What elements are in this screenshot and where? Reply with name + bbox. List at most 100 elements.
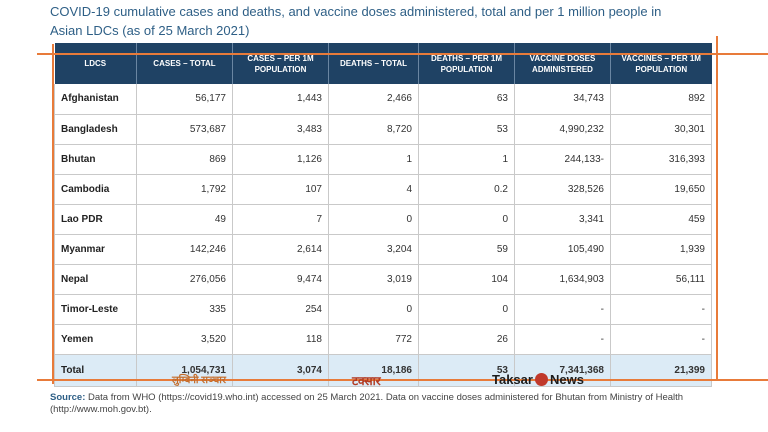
header-ldcs: LDCS <box>54 43 137 84</box>
table-row: Yemen 3,520 118 772 26 - - <box>54 324 712 355</box>
globe-icon <box>534 373 548 386</box>
cell-value: 3,341 <box>514 204 611 235</box>
watermark-news-text: News <box>549 372 584 387</box>
cell-value: - <box>610 294 712 325</box>
cell-value: 53 <box>418 114 515 145</box>
cell-value: - <box>514 324 611 355</box>
header-deaths-per-1m: DEATHS – PER 1M POPULATION <box>418 43 515 84</box>
cell-value: 26 <box>418 324 515 355</box>
watermark-taksar-text: Taksar <box>492 372 533 387</box>
cell-total-label: Total <box>54 354 137 387</box>
watermark-taksar-devanagari: टक्सार <box>352 374 381 388</box>
cell-value: 56,177 <box>136 84 233 115</box>
cell-value: 0 <box>418 204 515 235</box>
cell-value: 1,443 <box>232 84 329 115</box>
cell-value: 459 <box>610 204 712 235</box>
cell-value: 328,526 <box>514 174 611 205</box>
cell-value: 276,056 <box>136 264 233 295</box>
cell-value: 1,939 <box>610 234 712 265</box>
cell-country: Timor-Leste <box>54 294 137 325</box>
title-line-1: COVID-19 cumulative cases and deaths, an… <box>50 4 662 19</box>
cell-country: Myanmar <box>54 234 137 265</box>
cell-value: 244,133- <box>514 144 611 175</box>
cell-value: 7 <box>232 204 329 235</box>
header-cases-total: CASES – TOTAL <box>136 43 233 84</box>
overlay-line-top <box>37 53 768 55</box>
watermark-taksar-news: Taksar News <box>492 372 584 387</box>
cell-value: 3,483 <box>232 114 329 145</box>
cell-value: 0.2 <box>418 174 515 205</box>
source-label: Source: <box>50 392 86 403</box>
cell-value: 4 <box>328 174 419 205</box>
header-deaths-total: DEATHS – TOTAL <box>328 43 419 84</box>
cell-value: 0 <box>418 294 515 325</box>
cell-value: 2,614 <box>232 234 329 265</box>
cell-value: 3,204 <box>328 234 419 265</box>
cell-value: - <box>514 294 611 325</box>
cell-value: 4,990,232 <box>514 114 611 145</box>
table-row: Nepal 276,056 9,474 3,019 104 1,634,903 … <box>54 264 712 295</box>
cell-value: 335 <box>136 294 233 325</box>
cell-value: 3,019 <box>328 264 419 295</box>
cell-value: 63 <box>418 84 515 115</box>
cell-value: 118 <box>232 324 329 355</box>
watermark-lumbini: लुम्बिनी सञ्चार <box>172 375 226 386</box>
cell-value: - <box>610 324 712 355</box>
cell-value: 316,393 <box>610 144 712 175</box>
cell-value: 105,490 <box>514 234 611 265</box>
figure-title: COVID-19 cumulative cases and deaths, an… <box>50 2 710 40</box>
source-text: Data from WHO (https://covid19.who.int) … <box>50 392 684 415</box>
cell-value: 9,474 <box>232 264 329 295</box>
table-row: Bhutan 869 1,126 1 1 244,133- 316,393 <box>54 144 712 175</box>
cell-value: 8,720 <box>328 114 419 145</box>
cell-value: 30,301 <box>610 114 712 145</box>
cell-country: Bhutan <box>54 144 137 175</box>
cell-value: 59 <box>418 234 515 265</box>
cell-country: Afghanistan <box>54 84 137 115</box>
cell-value: 56,111 <box>610 264 712 295</box>
cell-value: 573,687 <box>136 114 233 145</box>
overlay-line-right <box>716 36 718 381</box>
cell-value: 869 <box>136 144 233 175</box>
cell-value: 142,246 <box>136 234 233 265</box>
cell-country: Nepal <box>54 264 137 295</box>
header-row: LDCS CASES – TOTAL CASES – PER 1M POPULA… <box>54 43 712 84</box>
cell-value: 772 <box>328 324 419 355</box>
table-row: Bangladesh 573,687 3,483 8,720 53 4,990,… <box>54 114 712 145</box>
cell-value: 34,743 <box>514 84 611 115</box>
cell-total-value: 1,054,731 <box>136 354 233 387</box>
cell-value: 19,650 <box>610 174 712 205</box>
cell-value: 3,520 <box>136 324 233 355</box>
cell-value: 1,792 <box>136 174 233 205</box>
covid-table: LDCS CASES – TOTAL CASES – PER 1M POPULA… <box>54 43 712 387</box>
cell-value: 1,634,903 <box>514 264 611 295</box>
cell-value: 1 <box>328 144 419 175</box>
header-cases-per-1m: CASES – PER 1M POPULATION <box>232 43 329 84</box>
cell-value: 0 <box>328 294 419 325</box>
cell-value: 2,466 <box>328 84 419 115</box>
cell-total-value: 21,399 <box>610 354 712 387</box>
cell-value: 1,126 <box>232 144 329 175</box>
total-row: Total 1,054,731 3,074 18,186 53 7,341,36… <box>54 354 712 387</box>
cell-total-value: 3,074 <box>232 354 329 387</box>
cell-value: 254 <box>232 294 329 325</box>
source-note: Source: Data from WHO (https://covid19.w… <box>50 392 720 416</box>
cell-country: Lao PDR <box>54 204 137 235</box>
table-row: Afghanistan 56,177 1,443 2,466 63 34,743… <box>54 84 712 115</box>
cell-value: 892 <box>610 84 712 115</box>
cell-value: 104 <box>418 264 515 295</box>
overlay-line-left <box>52 44 54 384</box>
header-vaccine-doses: VACCINE DOSES ADMINISTERED <box>514 43 611 84</box>
table-row: Myanmar 142,246 2,614 3,204 59 105,490 1… <box>54 234 712 265</box>
cell-value: 0 <box>328 204 419 235</box>
table-row: Timor-Leste 335 254 0 0 - - <box>54 294 712 325</box>
cell-country: Yemen <box>54 324 137 355</box>
cell-value: 107 <box>232 174 329 205</box>
cell-country: Bangladesh <box>54 114 137 145</box>
cell-value: 49 <box>136 204 233 235</box>
cell-value: 1 <box>418 144 515 175</box>
title-line-2: Asian LDCs (as of 25 March 2021) <box>50 23 250 38</box>
table-row: Lao PDR 49 7 0 0 3,341 459 <box>54 204 712 235</box>
cell-country: Cambodia <box>54 174 137 205</box>
table-row: Cambodia 1,792 107 4 0.2 328,526 19,650 <box>54 174 712 205</box>
